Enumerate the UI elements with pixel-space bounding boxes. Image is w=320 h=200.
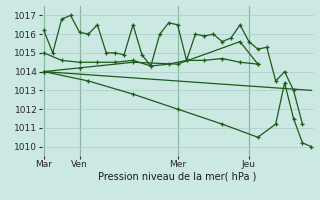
- X-axis label: Pression niveau de la mer( hPa ): Pression niveau de la mer( hPa ): [99, 172, 257, 182]
